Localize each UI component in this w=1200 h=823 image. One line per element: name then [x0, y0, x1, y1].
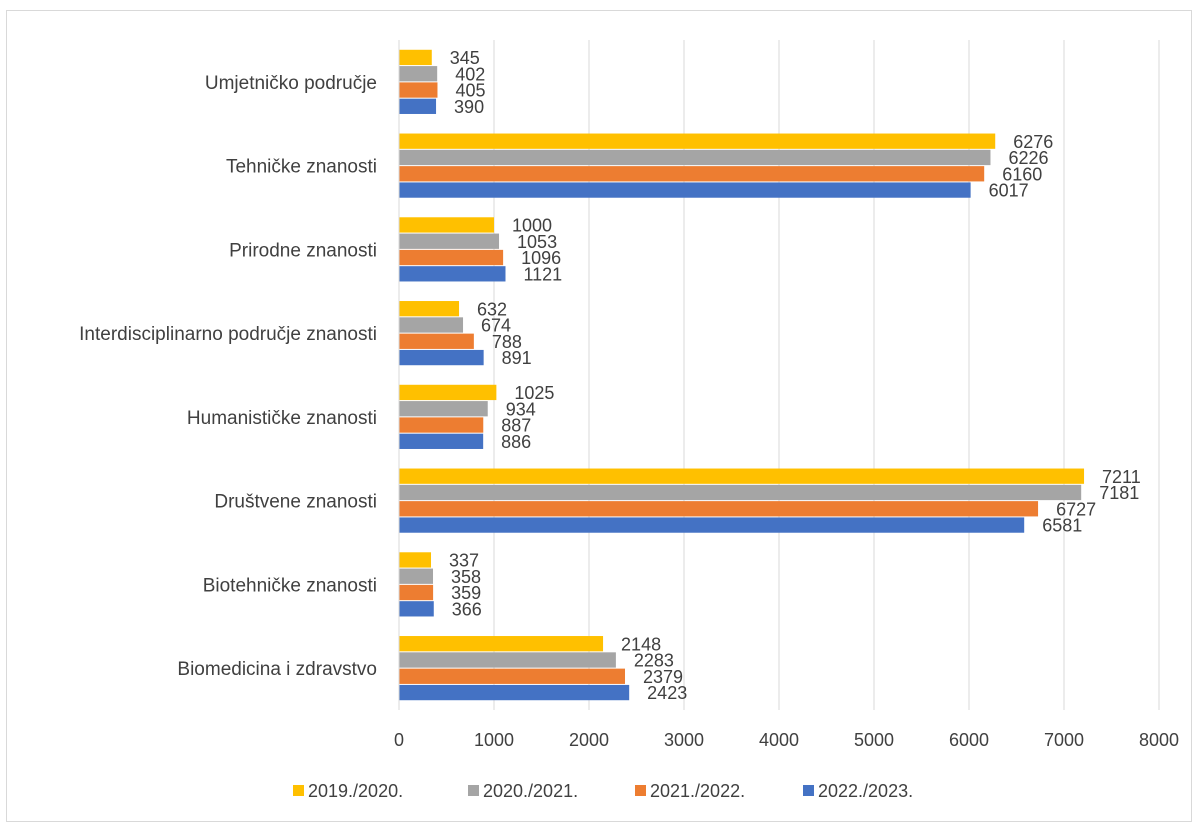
bar-interdisciplinarno-podrucje-znanosti-2019-2020	[399, 301, 460, 317]
category-label-prirodne-znanosti: Prirodne znanosti	[229, 240, 377, 261]
data-label: 6017	[989, 181, 1029, 201]
data-label: 7211	[1102, 467, 1141, 487]
bar-prirodne-znanosti-2019-2020	[399, 217, 494, 233]
data-label: 788	[492, 332, 522, 352]
x-tick-label: 6000	[949, 730, 989, 750]
category-label-umjetnicko-podrucje: Umjetničko područje	[205, 73, 377, 94]
bar-biotehnicke-znanosti-2020-2021	[399, 568, 434, 584]
data-label: 1096	[521, 248, 561, 268]
data-label: 934	[506, 399, 536, 419]
data-label: 405	[455, 81, 485, 101]
bar-tehnicke-znanosti-2019-2020	[399, 133, 996, 149]
bar-interdisciplinarno-podrucje-znanosti-2021-2022	[399, 333, 474, 349]
data-label: 1025	[514, 383, 554, 403]
data-label: 6276	[1013, 132, 1053, 152]
legend-swatch-2020-2021	[468, 785, 479, 796]
data-label: 402	[455, 64, 485, 84]
bar-interdisciplinarno-podrucje-znanosti-2020-2021	[399, 317, 464, 333]
data-label: 2148	[621, 634, 661, 654]
x-tick-label: 8000	[1139, 730, 1179, 750]
bar-tehnicke-znanosti-2021-2022	[399, 166, 985, 182]
data-label: 1000	[512, 216, 552, 236]
bar-humanisticke-znanosti-2022-2023	[399, 433, 484, 449]
category-label-tehnicke-znanosti: Tehničke znanosti	[226, 157, 377, 178]
category-label-interdisciplinarno-podrucje-znanosti: Interdisciplinarno područje znanosti	[79, 324, 377, 345]
data-label: 632	[477, 299, 507, 319]
bar-biomedicina-i-zdravstvo-2022-2023	[399, 684, 630, 701]
bar-prirodne-znanosti-2020-2021	[399, 233, 500, 249]
data-label: 886	[501, 432, 531, 452]
bars	[399, 49, 1085, 701]
legend-label-2019-2020: 2019./2020.	[308, 781, 403, 801]
data-label: 2283	[634, 651, 674, 671]
x-tick-label: 1000	[474, 730, 514, 750]
bar-umjetnicko-podrucje-2020-2021	[399, 66, 438, 82]
bar-biomedicina-i-zdravstvo-2020-2021	[399, 652, 616, 668]
category-labels: Biomedicina i zdravstvo Biotehničke znano…	[79, 73, 377, 680]
bar-drustvene-znanosti-2021-2022	[399, 501, 1039, 517]
x-tick-label: 0	[394, 730, 404, 750]
bar-interdisciplinarno-podrucje-znanosti-2022-2023	[399, 349, 484, 366]
category-label-humanisticke-znanosti: Humanističke znanosti	[187, 408, 377, 429]
data-label: 6727	[1056, 499, 1096, 519]
data-label: 7181	[1099, 483, 1139, 503]
data-label: 2423	[647, 683, 687, 703]
bar-biomedicina-i-zdravstvo-2019-2020	[399, 636, 604, 652]
bar-drustvene-znanosti-2019-2020	[399, 468, 1085, 484]
legend-swatch-2019-2020	[293, 785, 304, 796]
bar-humanisticke-znanosti-2019-2020	[399, 384, 497, 401]
x-tick-label: 2000	[569, 730, 609, 750]
data-label: 6160	[1002, 164, 1042, 184]
legend-label-2020-2021: 2020./2021.	[483, 781, 578, 801]
bar-prirodne-znanosti-2022-2023	[399, 266, 506, 282]
data-label: 359	[451, 583, 481, 603]
bar-biomedicina-i-zdravstvo-2021-2022	[399, 668, 626, 684]
bar-tehnicke-znanosti-2020-2021	[399, 149, 991, 166]
bar-biotehnicke-znanosti-2021-2022	[399, 584, 434, 601]
bar-prirodne-znanosti-2021-2022	[399, 249, 504, 266]
legend-swatch-2022-2023	[803, 785, 814, 796]
data-label: 6226	[1008, 148, 1048, 168]
bar-drustvene-znanosti-2020-2021	[399, 484, 1082, 501]
data-label: 891	[502, 348, 532, 368]
data-label: 345	[450, 48, 480, 68]
data-label: 674	[481, 316, 511, 336]
data-label: 887	[501, 416, 531, 436]
category-label-biomedicina-i-zdravstvo: Biomedicina i zdravstvo	[177, 659, 377, 680]
bar-biotehnicke-znanosti-2019-2020	[399, 552, 432, 568]
bar-humanisticke-znanosti-2021-2022	[399, 417, 484, 433]
legend-label-2021-2022: 2021./2022.	[650, 781, 745, 801]
category-label-biotehnicke-znanosti: Biotehničke znanosti	[203, 575, 377, 596]
bar-tehnicke-znanosti-2022-2023	[399, 182, 971, 198]
x-tick-label: 4000	[759, 730, 799, 750]
bar-umjetnicko-podrucje-2021-2022	[399, 82, 438, 98]
x-axis-ticks: 0 1000 2000 3000 4000 5000 6000 7000 8000	[394, 730, 1179, 750]
data-label: 1121	[523, 264, 562, 284]
bar-biotehnicke-znanosti-2022-2023	[399, 601, 434, 617]
bar-drustvene-znanosti-2022-2023	[399, 517, 1025, 533]
legend-swatch-2021-2022	[635, 785, 646, 796]
x-tick-label: 3000	[664, 730, 704, 750]
data-label: 2379	[643, 667, 683, 687]
data-label: 366	[452, 599, 482, 619]
bar-humanisticke-znanosti-2020-2021	[399, 401, 488, 417]
category-label-drustvene-znanosti: Društvene znanosti	[214, 492, 377, 513]
data-label: 337	[449, 551, 479, 571]
data-label: 390	[454, 97, 484, 117]
legend: 2019./2020. 2020./2021. 2021./2022. 2022./2…	[293, 781, 913, 801]
data-label: 358	[451, 567, 481, 587]
x-tick-label: 5000	[854, 730, 894, 750]
data-label: 6581	[1042, 516, 1082, 536]
bar-umjetnicko-podrucje-2019-2020	[399, 49, 432, 66]
bar-umjetnicko-podrucje-2022-2023	[399, 98, 437, 114]
x-tick-label: 7000	[1044, 730, 1084, 750]
data-label: 1053	[517, 232, 557, 252]
legend-label-2022-2023: 2022./2023.	[818, 781, 913, 801]
